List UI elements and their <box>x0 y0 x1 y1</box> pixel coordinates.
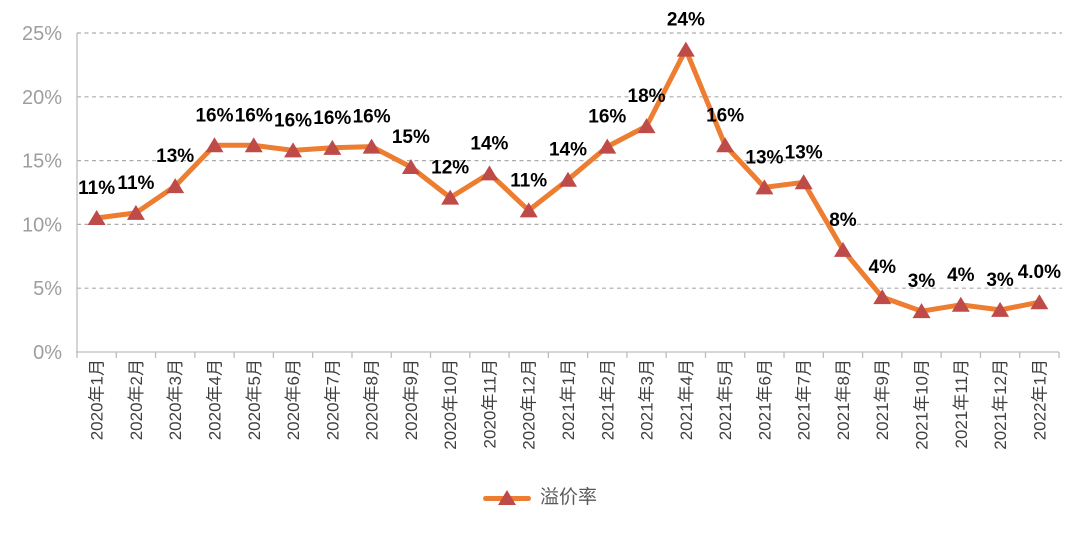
data-label: 11% <box>117 173 154 194</box>
data-label: 8% <box>829 210 857 231</box>
data-label: 12% <box>431 158 469 179</box>
data-label: 4.0% <box>1018 262 1061 283</box>
x-tick-label: 2021年1月 <box>559 359 578 440</box>
data-point-marker <box>912 303 931 319</box>
y-tick-label: 5% <box>33 278 62 300</box>
data-label: 11% <box>78 178 115 199</box>
data-point-marker <box>676 41 695 57</box>
data-label: 16% <box>274 110 312 131</box>
x-tick-label: 2021年9月 <box>873 359 892 440</box>
legend-triangle-marker-icon <box>497 489 516 505</box>
data-label: 14% <box>470 133 508 154</box>
line-chart-plot: 0% 5% 10% 15% 20% 25% 2020年1月 2020年2月 2020年3月 202… <box>22 10 1062 450</box>
data-point-marker <box>126 204 145 220</box>
data-label: 18% <box>628 86 666 107</box>
data-point-marker <box>480 165 499 181</box>
data-label: 3% <box>908 271 936 292</box>
data-label: 15% <box>392 127 430 148</box>
data-label: 16% <box>313 108 351 129</box>
x-tick-label: 2021年10月 <box>913 359 932 450</box>
legend: 溢价率 <box>0 488 1080 507</box>
x-tick-label: 2020年5月 <box>245 359 264 440</box>
data-point-marker <box>441 189 460 205</box>
data-point-marker <box>873 289 892 305</box>
x-tick-label: 2020年6月 <box>284 359 303 440</box>
data-point-marker <box>559 171 577 187</box>
x-tick-label: 2021年2月 <box>598 359 617 440</box>
legend-series-label: 溢价率 <box>539 487 597 508</box>
data-label: 3% <box>986 270 1014 291</box>
x-tick-label: 2020年1月 <box>88 359 107 440</box>
x-tick-label: 2021年5月 <box>716 359 735 440</box>
data-point-marker <box>244 137 263 153</box>
data-point-marker <box>87 210 106 226</box>
legend-line-triangle-icon <box>482 489 531 506</box>
data-point-marker <box>637 118 656 134</box>
x-tick-label: 2020年10月 <box>441 359 460 450</box>
data-label: 11% <box>510 170 547 191</box>
x-tick-label: 2020年8月 <box>363 359 382 440</box>
x-tick-label: 2021年3月 <box>638 359 657 440</box>
data-point-marker <box>755 179 774 195</box>
data-label: 4% <box>869 257 897 278</box>
data-point-marker <box>284 142 303 158</box>
data-point-marker <box>519 202 538 218</box>
data-point-marker <box>205 137 224 153</box>
data-label: 24% <box>667 10 705 31</box>
y-tick-label: 25% <box>22 23 62 45</box>
x-tick-label: 2020年3月 <box>166 359 185 440</box>
x-tick-label: 2021年4月 <box>677 359 696 440</box>
data-label: 16% <box>706 105 744 126</box>
data-point-marker <box>716 137 735 153</box>
data-point-marker <box>166 178 185 194</box>
data-point-marker <box>833 241 852 257</box>
data-point-marker <box>1030 294 1049 310</box>
x-tick-label: 2020年7月 <box>323 359 342 440</box>
data-point-marker <box>951 296 970 312</box>
data-label: 16% <box>353 107 391 128</box>
x-tick-label: 2020年2月 <box>127 359 146 440</box>
x-tick-label: 2020年11月 <box>480 359 499 448</box>
x-tick-label: 2020年4月 <box>205 359 224 440</box>
data-label: 13% <box>745 147 783 168</box>
x-tick-label: 2020年9月 <box>402 359 421 440</box>
y-tick-label: 15% <box>22 151 62 173</box>
x-tick-label: 2021年12月 <box>991 359 1010 450</box>
data-label: 13% <box>156 146 194 167</box>
data-point-marker <box>991 301 1010 317</box>
data-label: 16% <box>235 105 273 126</box>
y-tick-label: 10% <box>22 214 62 236</box>
data-label: 14% <box>549 140 587 161</box>
data-point-marker <box>362 138 381 154</box>
data-point-marker <box>794 174 813 190</box>
data-label: 16% <box>195 105 233 126</box>
x-tick-label: 2022年1月 <box>1030 359 1049 440</box>
y-tick-label: 20% <box>22 87 62 109</box>
y-tick-label: 0% <box>33 342 62 364</box>
x-tick-label: 2021年6月 <box>755 359 774 440</box>
data-point-marker <box>598 138 617 154</box>
data-point-marker <box>401 158 420 174</box>
x-tick-label: 2020年12月 <box>520 359 539 450</box>
data-point-marker <box>323 139 342 155</box>
x-tick-label: 2021年7月 <box>795 359 814 440</box>
x-tick-label: 2021年8月 <box>834 359 853 440</box>
data-label: 4% <box>947 265 975 286</box>
x-tick-label: 2021年11月 <box>952 359 971 448</box>
data-label: 16% <box>588 107 626 128</box>
data-label: 13% <box>785 142 823 163</box>
